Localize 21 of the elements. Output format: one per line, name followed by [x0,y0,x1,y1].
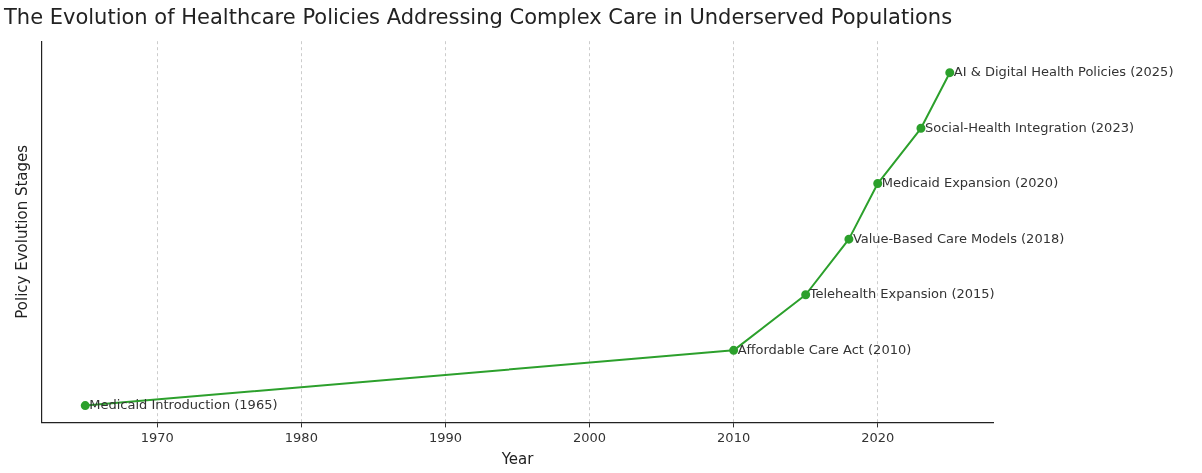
annotation: Medicaid Expansion (2020) [881,174,1059,190]
annotation: AI & Digital Health Policies (2025) [953,64,1174,80]
point [916,123,926,133]
chart-title: The Evolution of Healthcare Policies Addressing Complex Care in Underserved Populations [3,5,953,30]
x-tick-label: 2000 [573,429,607,445]
annotation: Value-Based Care Models (2018) [852,230,1065,246]
point [844,234,854,244]
y-axis-title: Policy Evolution Stages [12,144,31,319]
point [729,345,739,355]
annotation: Social-Health Integration (2023) [924,119,1135,135]
annotation: Telehealth Expansion (2015) [808,286,995,302]
point [80,401,90,411]
x-axis-title: Year [500,449,535,468]
point [945,68,955,78]
annotation: Affordable Care Act (2010) [737,341,912,357]
x-tick-label: 1990 [428,429,462,445]
x-tick-label: 2020 [861,429,895,445]
point [873,179,883,189]
x-tick-label: 2010 [717,429,751,445]
x-tick-label: 1970 [140,429,174,445]
x-tick-label: 1980 [284,429,318,445]
